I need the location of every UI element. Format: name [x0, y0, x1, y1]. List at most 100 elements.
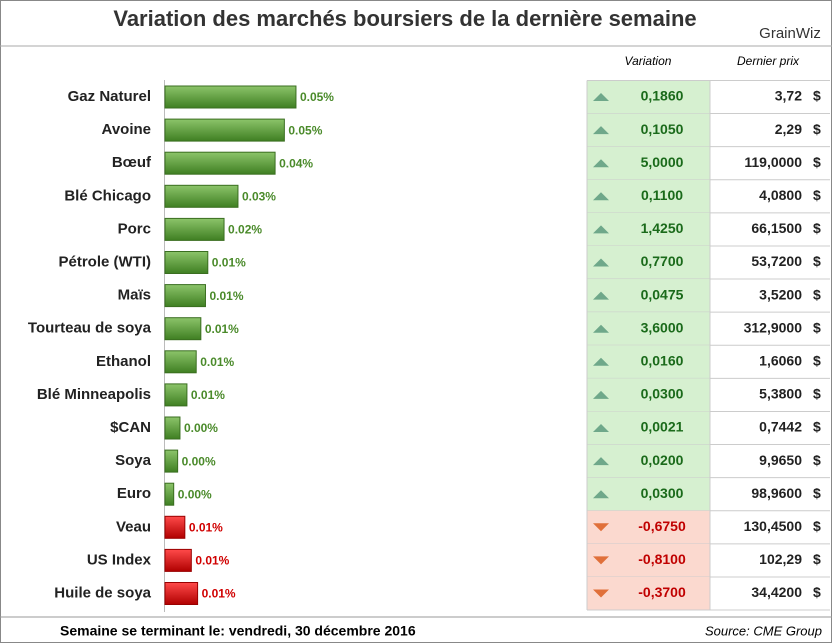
price-value: 0,7442: [759, 419, 802, 435]
category-label: Porc: [118, 220, 151, 237]
price-value: 119,0000: [744, 154, 802, 170]
currency: $: [813, 353, 821, 369]
source: Source: CME Group: [705, 623, 822, 638]
price-value: 53,7200: [751, 253, 802, 269]
category-label: Gaz Naturel: [68, 88, 151, 105]
category-label: Huile de soya: [54, 584, 151, 601]
currency: $: [813, 121, 821, 137]
chart-title: Variation des marchés boursiers de la de…: [113, 6, 696, 31]
category-label: Avoine: [102, 121, 151, 138]
data-label: 0.02%: [228, 223, 262, 237]
down-arrow: [593, 589, 609, 598]
bar: [164, 383, 188, 407]
data-label: 0.01%: [191, 388, 225, 402]
price-value: 4,0800: [759, 187, 802, 203]
logo: GrainWiz: [759, 25, 821, 42]
price-value: 3,72: [775, 88, 802, 104]
variation-value: 5,0000: [641, 154, 684, 170]
bar: [164, 118, 285, 142]
currency: $: [813, 319, 821, 335]
variation-cell: [587, 576, 710, 611]
variation-cell: [587, 378, 710, 412]
up-arrow: [593, 225, 609, 234]
variation-cell: [587, 113, 710, 147]
variation-value: 0,7700: [641, 253, 684, 269]
down-arrow: [593, 523, 609, 532]
data-label: 0.01%: [205, 322, 239, 336]
variation-value: 1,4250: [641, 220, 684, 236]
bar: [164, 151, 276, 175]
variation-cell: [587, 279, 710, 313]
price-value: 102,29: [759, 551, 802, 567]
variation-value: 3,6000: [641, 319, 684, 335]
variation-value: 0,0200: [641, 452, 684, 468]
up-arrow: [593, 126, 609, 135]
bar: [164, 482, 175, 506]
currency: $: [813, 187, 821, 203]
bar: [164, 284, 206, 308]
currency: $: [813, 551, 821, 567]
data-label: 0.04%: [279, 156, 313, 170]
currency: $: [813, 452, 821, 468]
data-label: 0.01%: [189, 520, 223, 534]
variation-cell: [587, 212, 710, 246]
bar: [164, 582, 199, 605]
variation-cell: [587, 245, 710, 280]
bar: [164, 548, 192, 572]
category-label: Maïs: [118, 287, 151, 304]
data-label: 0.00%: [182, 454, 216, 468]
up-arrow: [593, 93, 609, 101]
up-arrow: [593, 357, 609, 366]
bar: [164, 217, 225, 241]
variation-cell: [587, 80, 710, 114]
bar: [164, 350, 197, 374]
price-value: 1,6060: [759, 353, 802, 369]
column-header: Variation: [625, 54, 672, 68]
variation-value: -0,8100: [638, 551, 686, 567]
variation-value: 0,0160: [641, 353, 684, 369]
variation-value: 0,0021: [641, 419, 684, 435]
down-arrow: [593, 556, 609, 565]
category-label: Tourteau de soya: [28, 320, 152, 337]
up-arrow: [593, 324, 609, 333]
variation-value: 0,0300: [641, 386, 684, 402]
category-label: Bœuf: [112, 154, 152, 171]
currency: $: [813, 286, 821, 302]
bar: [164, 515, 186, 539]
price-value: 5,3800: [759, 386, 802, 402]
category-label: Veau: [116, 518, 151, 535]
category-label: US Index: [87, 551, 152, 568]
category-label: Euro: [117, 485, 151, 502]
data-label: 0.01%: [212, 256, 246, 270]
up-arrow: [593, 258, 609, 267]
data-label: 0.01%: [195, 554, 229, 568]
price-value: 312,9000: [744, 319, 803, 335]
category-label: Blé Minneapolis: [37, 386, 151, 403]
category-label: $CAN: [110, 419, 151, 436]
variation-cell: [587, 179, 710, 213]
variation-cell: [587, 312, 710, 346]
column-header: Dernier prix: [737, 54, 800, 68]
currency: $: [813, 419, 821, 435]
bar: [164, 85, 297, 109]
price-value: 66,1500: [751, 220, 802, 236]
currency: $: [813, 88, 821, 104]
currency: $: [813, 386, 821, 402]
bar: [164, 251, 209, 274]
data-label: 0.03%: [242, 189, 276, 203]
category-label: Ethanol: [96, 353, 151, 370]
category-label: Pétrole (WTI): [59, 253, 152, 270]
variation-value: 0,0475: [641, 286, 684, 302]
currency: $: [813, 485, 821, 501]
variation-value: -0,6750: [638, 518, 686, 534]
currency: $: [813, 220, 821, 236]
variation-value: 0,1860: [641, 88, 684, 104]
variation-cell: [587, 510, 710, 544]
variation-cell: [587, 477, 710, 511]
up-arrow: [593, 192, 609, 201]
price-value: 2,29: [775, 121, 802, 137]
data-label: 0.05%: [288, 123, 322, 137]
up-arrow: [593, 390, 609, 399]
price-value: 9,9650: [759, 452, 802, 468]
